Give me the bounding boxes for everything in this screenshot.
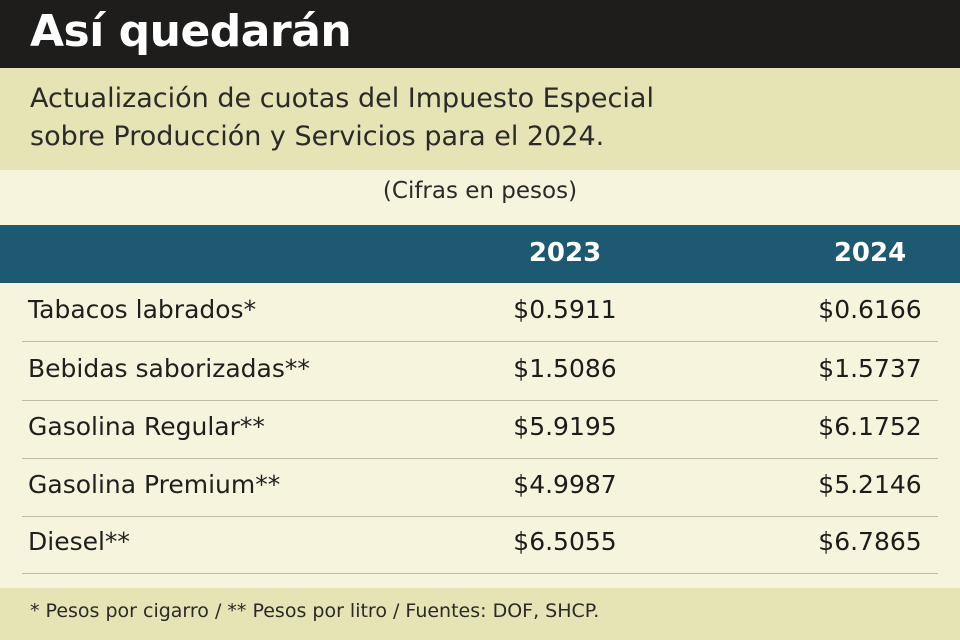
value-2024: $0.6166 (818, 295, 922, 324)
row-label: Tabacos labrados* (28, 295, 257, 324)
subtitle: Actualización de cuotas del Impuesto Esp… (30, 80, 910, 156)
subtitle-line-2: sobre Producción y Servicios para el 202… (30, 121, 605, 152)
title-bar (0, 0, 960, 68)
page-title: Así quedarán (30, 6, 352, 57)
value-2023: $0.5911 (513, 295, 617, 324)
value-2024: $6.1752 (818, 412, 922, 441)
column-header-2024: 2024 (833, 238, 907, 268)
row-label: Gasolina Premium** (28, 470, 281, 499)
row-label: Bebidas saborizadas** (28, 354, 310, 383)
value-2023: $4.9987 (513, 470, 617, 499)
value-2024: $1.5737 (818, 354, 922, 383)
value-2024: $5.2146 (818, 470, 922, 499)
footer-note: * Pesos por cigarro / ** Pesos por litro… (30, 600, 600, 622)
subtitle-line-1: Actualización de cuotas del Impuesto Esp… (30, 83, 654, 114)
table-row: Diesel** $6.5055 $6.7865 (22, 515, 938, 574)
column-header-2023: 2023 (528, 238, 602, 268)
table-row: Gasolina Premium** $4.9987 $5.2146 (22, 458, 938, 517)
table-row: Tabacos labrados* $0.5911 $0.6166 (22, 283, 938, 342)
table-row: Gasolina Regular** $5.9195 $6.1752 (22, 400, 938, 459)
value-2024: $6.7865 (818, 527, 922, 556)
units-note: (Cifras en pesos) (382, 178, 578, 204)
row-label: Diesel** (28, 527, 130, 556)
table-header (0, 225, 960, 283)
value-2023: $5.9195 (513, 412, 617, 441)
subtitle-band (0, 68, 960, 170)
table-row: Bebidas saborizadas** $1.5086 $1.5737 (22, 342, 938, 401)
value-2023: $6.5055 (513, 527, 617, 556)
footer-band (0, 588, 960, 640)
value-2023: $1.5086 (513, 354, 617, 383)
row-label: Gasolina Regular** (28, 412, 265, 441)
